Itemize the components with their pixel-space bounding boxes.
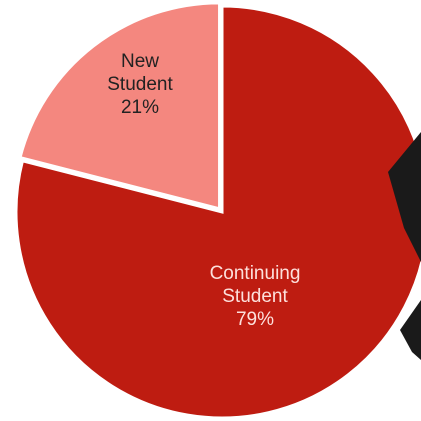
category-label: Continuing Student <box>209 263 301 307</box>
value-label: 79% <box>235 309 275 330</box>
slice-label: Continuing Student 79% <box>200 262 310 331</box>
pie-slice <box>18 1 222 211</box>
value-label: 21% <box>120 97 160 118</box>
slice-label: New Student 21% <box>95 50 185 119</box>
decoration <box>388 132 421 262</box>
category-label: New Student <box>107 51 173 95</box>
pie-slice <box>14 4 421 420</box>
decoration <box>400 300 421 360</box>
